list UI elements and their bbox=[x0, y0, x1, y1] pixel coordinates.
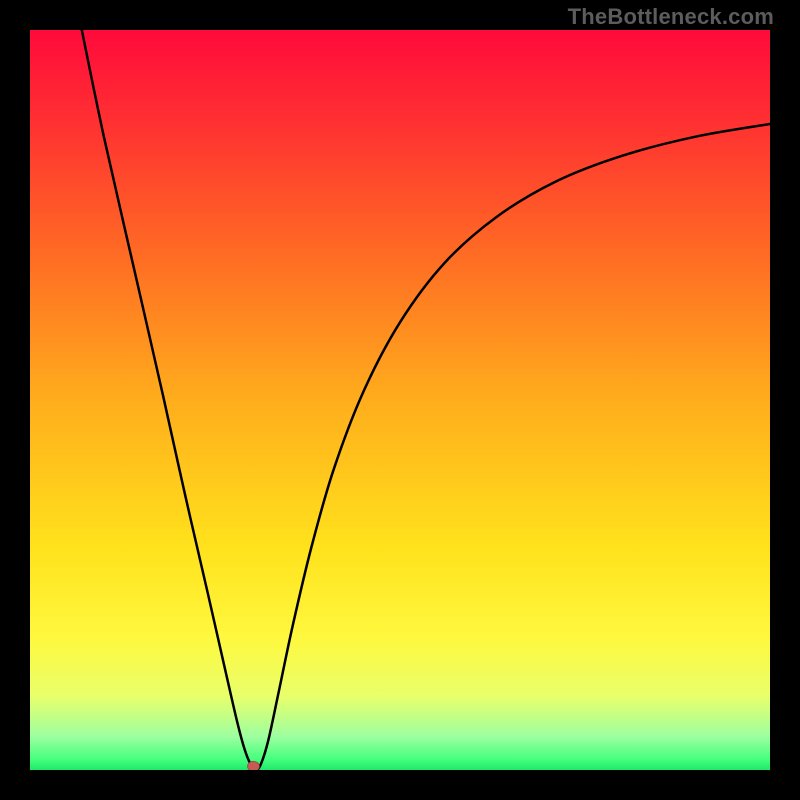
plot-area bbox=[30, 30, 770, 770]
gradient-background bbox=[30, 30, 770, 770]
watermark-text: TheBottleneck.com bbox=[568, 4, 774, 30]
gradient-plot bbox=[30, 30, 770, 770]
minimum-marker bbox=[247, 761, 259, 770]
chart-frame: TheBottleneck.com bbox=[0, 0, 800, 800]
